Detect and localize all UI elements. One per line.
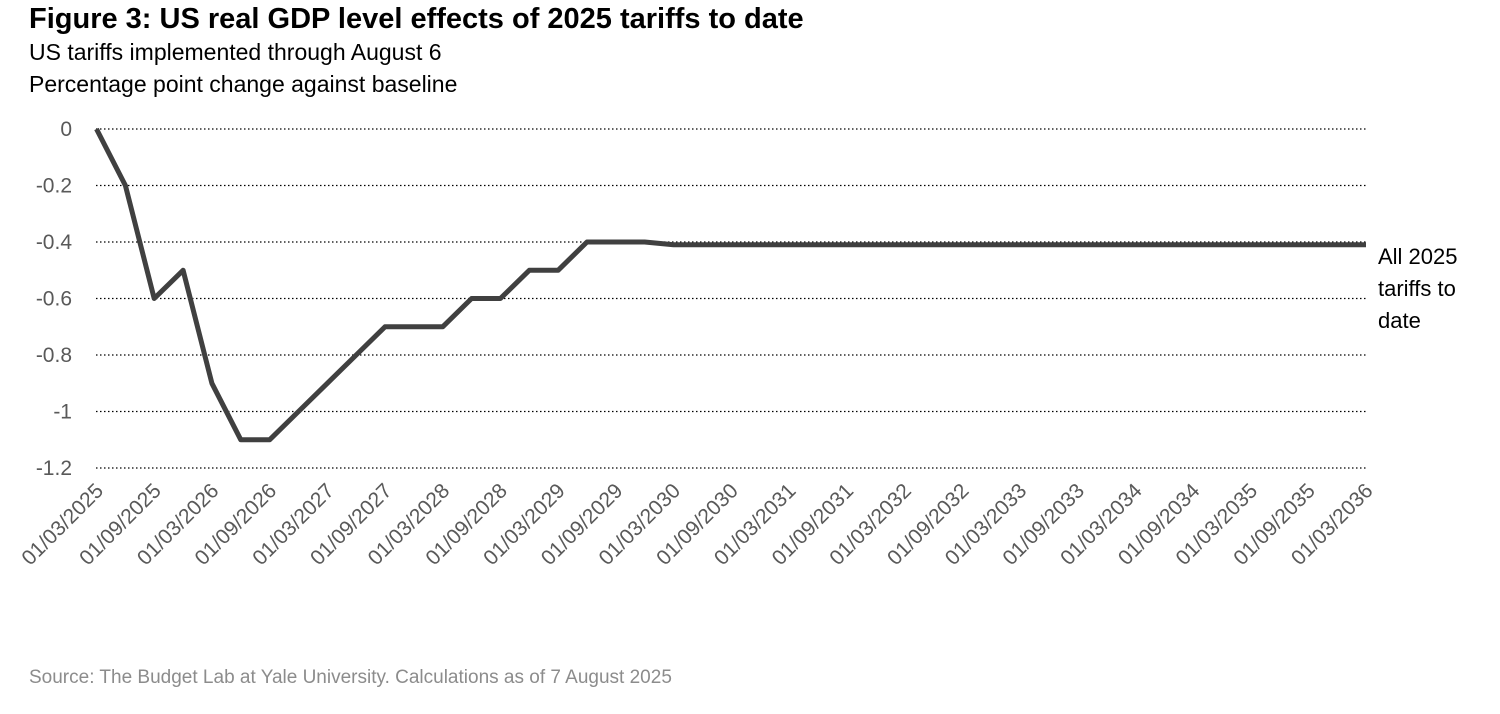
- y-tick-label: -0.4: [36, 231, 73, 254]
- chart-subtitle: US tariffs implemented through August 6: [29, 39, 442, 65]
- y-tick-label: -0.2: [36, 175, 72, 198]
- series-layer: [94, 127, 1366, 443]
- line-chart: 0 -0.2 -0.4 -0.6 -0.8 -1 -1.2 01/03/202501/09/…: [17, 118, 1458, 570]
- y-tick-label: -0.6: [36, 288, 72, 311]
- chart-title: Figure 3: US real GDP level effects of 2…: [29, 3, 804, 35]
- y-tick-label: -0.8: [36, 344, 72, 367]
- gridlines: [96, 128, 1366, 469]
- chart-units-subtitle: Percentage point change against baseline: [29, 71, 458, 97]
- series-label: All 2025 tariffs to date: [1378, 244, 1458, 333]
- series-line: [94, 127, 1366, 443]
- x-axis-ticks: 01/03/202501/09/202501/03/202601/09/2026…: [17, 479, 1377, 570]
- y-axis-ticks: 0 -0.2 -0.4 -0.6 -0.8 -1 -1.2: [36, 118, 73, 480]
- series-label-layer: All 2025 tariffs to date: [1378, 244, 1458, 333]
- source-note: Source: The Budget Lab at Yale Universit…: [29, 667, 672, 688]
- y-tick-label: 0: [60, 118, 72, 141]
- y-tick-label: -1.2: [36, 457, 72, 480]
- y-tick-label: -1: [53, 401, 72, 424]
